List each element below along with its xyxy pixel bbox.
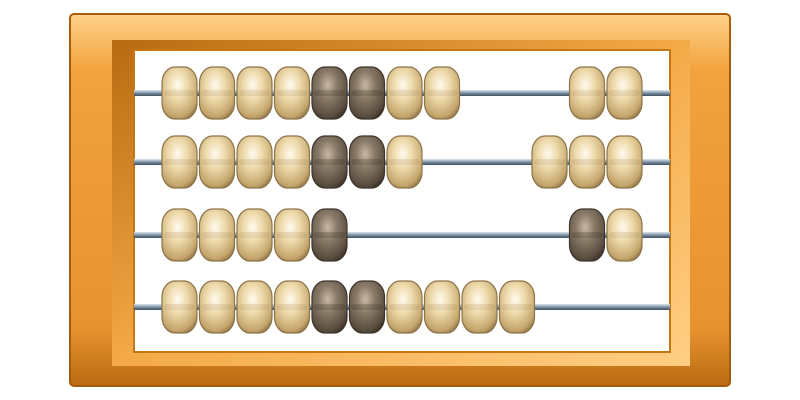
bead-row4-left-5 xyxy=(311,280,348,334)
bead-row1-left-7 xyxy=(386,66,423,120)
bead-row2-left-3 xyxy=(236,135,273,189)
bead-row1-right-1 xyxy=(568,66,606,120)
bead-row2-left-4 xyxy=(273,135,311,189)
bead-row4-left-2 xyxy=(198,280,236,334)
bead-row1-left-4 xyxy=(273,66,311,120)
bead-row4-left-7 xyxy=(386,280,423,334)
bead-row2-left-6 xyxy=(348,135,386,189)
bead-row1-left-5 xyxy=(311,66,348,120)
bead-row2-left-1 xyxy=(161,135,198,189)
bead-row1-left-1 xyxy=(161,66,198,120)
bead-row4-left-10 xyxy=(498,280,536,334)
bead-row2-right-3 xyxy=(606,135,643,189)
beads-layer xyxy=(161,66,643,334)
bead-row4-left-9 xyxy=(461,280,498,334)
bead-row3-left-3 xyxy=(236,208,273,262)
bead-row1-left-2 xyxy=(198,66,236,120)
bead-row3-left-2 xyxy=(198,208,236,262)
bead-row2-left-5 xyxy=(311,135,348,189)
bead-row2-right-1 xyxy=(531,135,568,189)
bead-row4-left-1 xyxy=(161,280,198,334)
bead-row4-left-3 xyxy=(236,280,273,334)
bead-row3-left-4 xyxy=(273,208,311,262)
bead-row2-right-2 xyxy=(568,135,606,189)
bead-row4-left-8 xyxy=(423,280,461,334)
bead-row4-left-4 xyxy=(273,280,311,334)
bead-row3-right-1 xyxy=(568,208,606,262)
bead-row3-left-5 xyxy=(311,208,348,262)
rod-3 xyxy=(134,232,670,238)
bead-row3-left-1 xyxy=(161,208,198,262)
bead-row2-left-2 xyxy=(198,135,236,189)
bead-row1-right-2 xyxy=(606,66,643,120)
bead-row1-left-6 xyxy=(348,66,386,120)
bead-row3-right-2 xyxy=(606,208,643,262)
bead-row1-left-8 xyxy=(423,66,461,120)
bead-row2-left-7 xyxy=(386,135,423,189)
bead-row4-left-6 xyxy=(348,280,386,334)
bead-row1-left-3 xyxy=(236,66,273,120)
